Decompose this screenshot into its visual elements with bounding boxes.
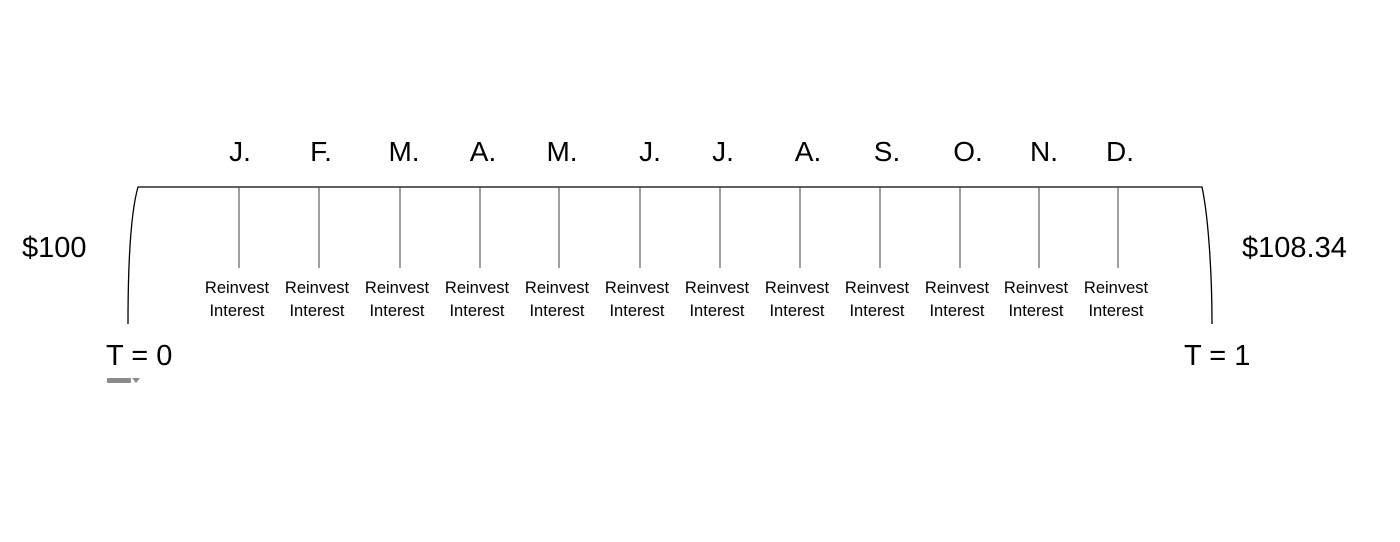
month-label: M. xyxy=(388,136,420,167)
month-label: J. xyxy=(639,136,661,167)
chevron-down-icon[interactable] xyxy=(132,378,140,383)
month-label: F. xyxy=(310,136,332,167)
month-ticks xyxy=(238,187,1119,268)
start-amount: $100 xyxy=(22,232,87,264)
month-label: A. xyxy=(469,136,497,167)
paste-options-handle[interactable] xyxy=(107,378,131,383)
month-label: M. xyxy=(546,136,578,167)
reinvest-note: Reinvest Interest xyxy=(444,279,510,320)
reinvest-note: Reinvest Interest xyxy=(844,279,910,320)
reinvest-note: Reinvest Interest xyxy=(604,279,670,320)
reinvest-note: Reinvest Interest xyxy=(924,279,990,320)
month-label: J. xyxy=(229,136,251,167)
month-label: O. xyxy=(953,136,983,167)
reinvest-note: Reinvest Interest xyxy=(1083,279,1149,320)
reinvest-note: Reinvest Interest xyxy=(1003,279,1069,320)
bracket-line xyxy=(127,186,1213,325)
month-label: S. xyxy=(873,136,901,167)
start-time-label: T = 0 xyxy=(106,340,173,372)
reinvest-note: Reinvest Interest xyxy=(524,279,590,320)
reinvest-note: Reinvest Interest xyxy=(364,279,430,320)
month-label: N. xyxy=(1030,136,1058,167)
reinvest-note: Reinvest Interest xyxy=(684,279,750,320)
month-label: A. xyxy=(794,136,822,167)
reinvest-note: Reinvest Interest xyxy=(764,279,830,320)
month-label: J. xyxy=(712,136,734,167)
end-time-label: T = 1 xyxy=(1184,340,1251,372)
reinvest-note: Reinvest Interest xyxy=(204,279,270,320)
end-amount: $108.34 xyxy=(1242,232,1347,264)
month-label: D. xyxy=(1106,136,1134,167)
reinvest-note: Reinvest Interest xyxy=(284,279,350,320)
